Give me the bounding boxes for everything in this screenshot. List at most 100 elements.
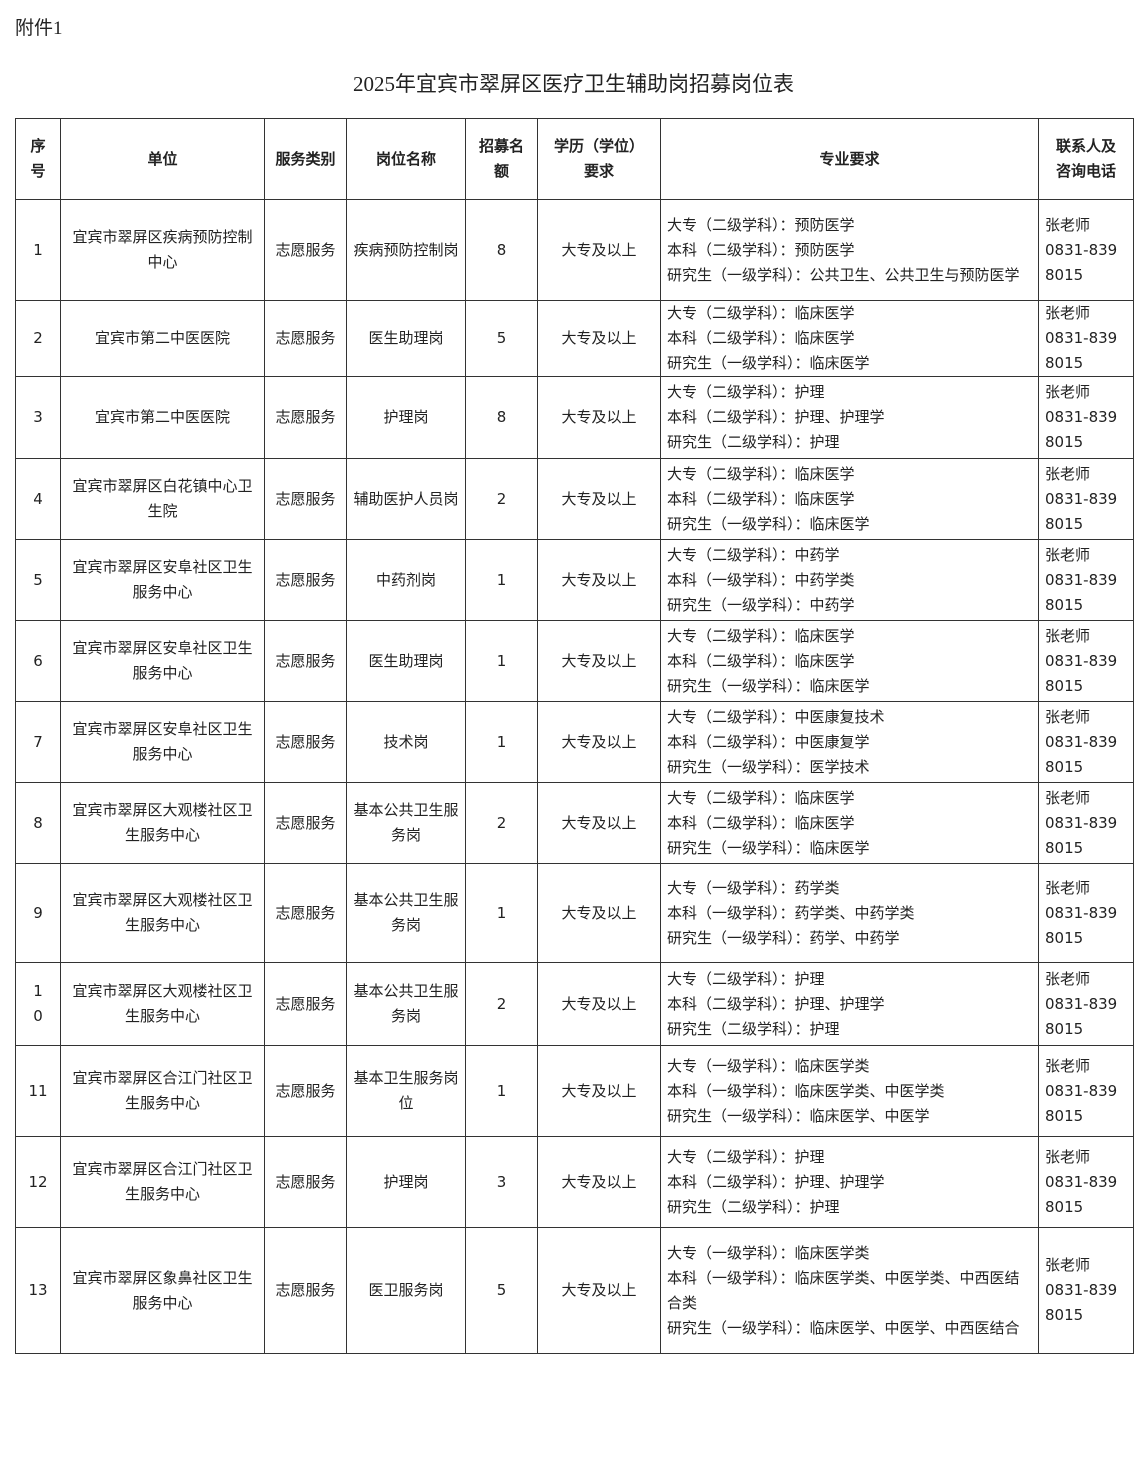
majors-cell: 大专（二级学科）：临床医学 本科（二级学科）：临床医学 研究生（一级学科）：临床医学 [660, 458, 1039, 540]
position-cell: 医生助理岗 [346, 620, 466, 702]
major-requirement-line: 研究生（一级学科）：临床医学 [667, 354, 870, 372]
education-cell: 大专及以上 [537, 199, 661, 301]
table-row: 12 宜宾市翠屏区合江门社区卫生服务中心 志愿服务 护理岗 3 大专及以上 大专（二级学科）… [15, 1136, 1134, 1228]
unit-cell: 宜宾市翠屏区安阜社区卫生服务中心 [60, 701, 265, 783]
major-requirement-line: 研究生（一级学科）：中药学 [667, 595, 855, 614]
contact-phone: 0831-8398015 [1045, 651, 1118, 695]
category-cell: 志愿服务 [264, 701, 347, 783]
majors-cell: 大专（一级学科）：临床医学类 本科（一级学科）：临床医学类、中医学类、中西医结合类… [660, 1227, 1039, 1354]
unit-cell: 宜宾市翠屏区大观楼社区卫生服务中心 [60, 863, 265, 963]
major-requirement-line: 大专（二级学科）：中医康复技术 [667, 707, 885, 726]
major-requirement-line: 本科（一级学科）：临床医学类、中医学类、中西医结合类 [667, 1268, 1020, 1312]
seq-cell: 12 [15, 1136, 61, 1228]
category-cell: 志愿服务 [264, 1136, 347, 1228]
contact-name: 张老师 [1045, 878, 1091, 897]
contact-phone: 0831-8398015 [1045, 1081, 1118, 1125]
header-seq: 序号 [15, 118, 61, 200]
education-cell: 大专及以上 [537, 863, 661, 963]
majors-cell: 大专（二级学科）：临床医学 本科（二级学科）：临床医学 研究生（一级学科）：临床医学 [660, 300, 1039, 377]
education-cell: 大专及以上 [537, 701, 661, 783]
majors-cell: 大专（二级学科）：预防医学 本科（二级学科）：预防医学 研究生（一级学科）：公共卫生… [660, 199, 1039, 301]
major-requirement-line: 研究生（一级学科）：临床医学 [667, 514, 870, 533]
contact-name: 张老师 [1045, 383, 1091, 401]
major-requirement-line: 研究生（二级学科）：护理 [667, 1197, 840, 1216]
contact-phone: 0831-8398015 [1045, 408, 1118, 451]
category-cell: 志愿服务 [264, 1227, 347, 1354]
seq-cell: 10 [15, 962, 61, 1046]
major-requirement-line: 大专（二级学科）：护理 [667, 969, 825, 988]
contact-name: 张老师 [1045, 464, 1091, 483]
contact-cell: 张老师 0831-8398015 [1038, 1045, 1134, 1137]
quota-cell: 1 [465, 701, 538, 783]
seq-cell: 4 [15, 458, 61, 540]
major-requirement-line: 本科（一级学科）：药学类、中药学类 [667, 903, 915, 922]
majors-cell: 大专（二级学科）：护理 本科（二级学科）：护理、护理学 研究生（二级学科）：护理 [660, 1136, 1039, 1228]
category-cell: 志愿服务 [264, 1045, 347, 1137]
position-cell: 医卫服务岗 [346, 1227, 466, 1354]
category-cell: 志愿服务 [264, 199, 347, 301]
contact-name: 张老师 [1045, 626, 1091, 645]
contact-phone: 0831-8398015 [1045, 732, 1118, 776]
contact-name: 张老师 [1045, 969, 1091, 988]
quota-cell: 1 [465, 620, 538, 702]
position-cell: 医生助理岗 [346, 300, 466, 377]
education-cell: 大专及以上 [537, 1227, 661, 1354]
contact-name: 张老师 [1045, 545, 1091, 564]
major-requirement-line: 本科（二级学科）：护理、护理学 [667, 994, 885, 1013]
header-majors: 专业要求 [660, 118, 1039, 200]
education-cell: 大专及以上 [537, 300, 661, 377]
unit-cell: 宜宾市第二中医医院 [60, 300, 265, 377]
header-category: 服务类别 [264, 118, 347, 200]
unit-cell: 宜宾市翠屏区象鼻社区卫生服务中心 [60, 1227, 265, 1354]
major-requirement-line: 大专（二级学科）：临床医学 [667, 626, 855, 645]
contact-name: 张老师 [1045, 1056, 1091, 1075]
contact-phone: 0831-8398015 [1045, 489, 1118, 533]
position-cell: 护理岗 [346, 376, 466, 459]
contact-cell: 张老师 0831-8398015 [1038, 376, 1134, 459]
quota-cell: 2 [465, 458, 538, 540]
major-requirement-line: 大专（二级学科）：护理 [667, 383, 825, 401]
contact-name: 张老师 [1045, 1256, 1091, 1274]
majors-cell: 大专（二级学科）：临床医学 本科（二级学科）：临床医学 研究生（一级学科）：临床医学 [660, 620, 1039, 702]
major-requirement-line: 大专（二级学科）：临床医学 [667, 304, 855, 322]
seq-cell: 8 [15, 782, 61, 864]
category-cell: 志愿服务 [264, 539, 347, 621]
contact-cell: 张老师 0831-8398015 [1038, 863, 1134, 963]
position-cell: 基本公共卫生服务岗 [346, 863, 466, 963]
contact-cell: 张老师 0831-8398015 [1038, 539, 1134, 621]
quota-cell: 1 [465, 1045, 538, 1137]
contact-name: 张老师 [1045, 788, 1091, 807]
unit-cell: 宜宾市翠屏区大观楼社区卫生服务中心 [60, 782, 265, 864]
position-cell: 基本卫生服务岗位 [346, 1045, 466, 1137]
major-requirement-line: 本科（一级学科）：临床医学类、中医学类 [667, 1081, 945, 1100]
major-requirement-line: 研究生（一级学科）：临床医学、中医学、中西医结合 [667, 1318, 1020, 1337]
seq-cell: 1 [15, 199, 61, 301]
category-cell: 志愿服务 [264, 962, 347, 1046]
unit-cell: 宜宾市第二中医医院 [60, 376, 265, 459]
table-row: 5 宜宾市翠屏区安阜社区卫生服务中心 志愿服务 中药剂岗 1 大专及以上 大专（二级学科）：… [15, 539, 1134, 621]
education-cell: 大专及以上 [537, 1045, 661, 1137]
quota-cell: 5 [465, 1227, 538, 1354]
major-requirement-line: 研究生（二级学科）：护理 [667, 433, 840, 451]
seq-cell: 2 [15, 300, 61, 377]
header-position: 岗位名称 [346, 118, 466, 200]
major-requirement-line: 本科（二级学科）：中医康复学 [667, 732, 870, 751]
contact-phone: 0831-8398015 [1045, 813, 1118, 857]
unit-cell: 宜宾市翠屏区大观楼社区卫生服务中心 [60, 962, 265, 1046]
seq-cell: 3 [15, 376, 61, 459]
major-requirement-line: 研究生（二级学科）：护理 [667, 1019, 840, 1038]
category-cell: 志愿服务 [264, 863, 347, 963]
table-row: 3 宜宾市第二中医医院 志愿服务 护理岗 8 大专及以上 大专（二级学科）：护理 本科（二级学… [15, 376, 1134, 459]
major-requirement-line: 大专（二级学科）：临床医学 [667, 464, 855, 483]
unit-cell: 宜宾市翠屏区合江门社区卫生服务中心 [60, 1136, 265, 1228]
contact-cell: 张老师 0831-8398015 [1038, 199, 1134, 301]
category-cell: 志愿服务 [264, 300, 347, 377]
contact-name: 张老师 [1045, 215, 1091, 234]
table-row: 13 宜宾市翠屏区象鼻社区卫生服务中心 志愿服务 医卫服务岗 5 大专及以上 大专（一级学科… [15, 1227, 1134, 1354]
category-cell: 志愿服务 [264, 620, 347, 702]
majors-cell: 大专（二级学科）：中药学 本科（一级学科）：中药学类 研究生（一级学科）：中药学 [660, 539, 1039, 621]
majors-cell: 大专（一级学科）：药学类 本科（一级学科）：药学类、中药学类 研究生（一级学科）：药… [660, 863, 1039, 963]
header-quota: 招募名额 [465, 118, 538, 200]
unit-cell: 宜宾市翠屏区白花镇中心卫生院 [60, 458, 265, 540]
contact-name: 张老师 [1045, 1147, 1091, 1166]
